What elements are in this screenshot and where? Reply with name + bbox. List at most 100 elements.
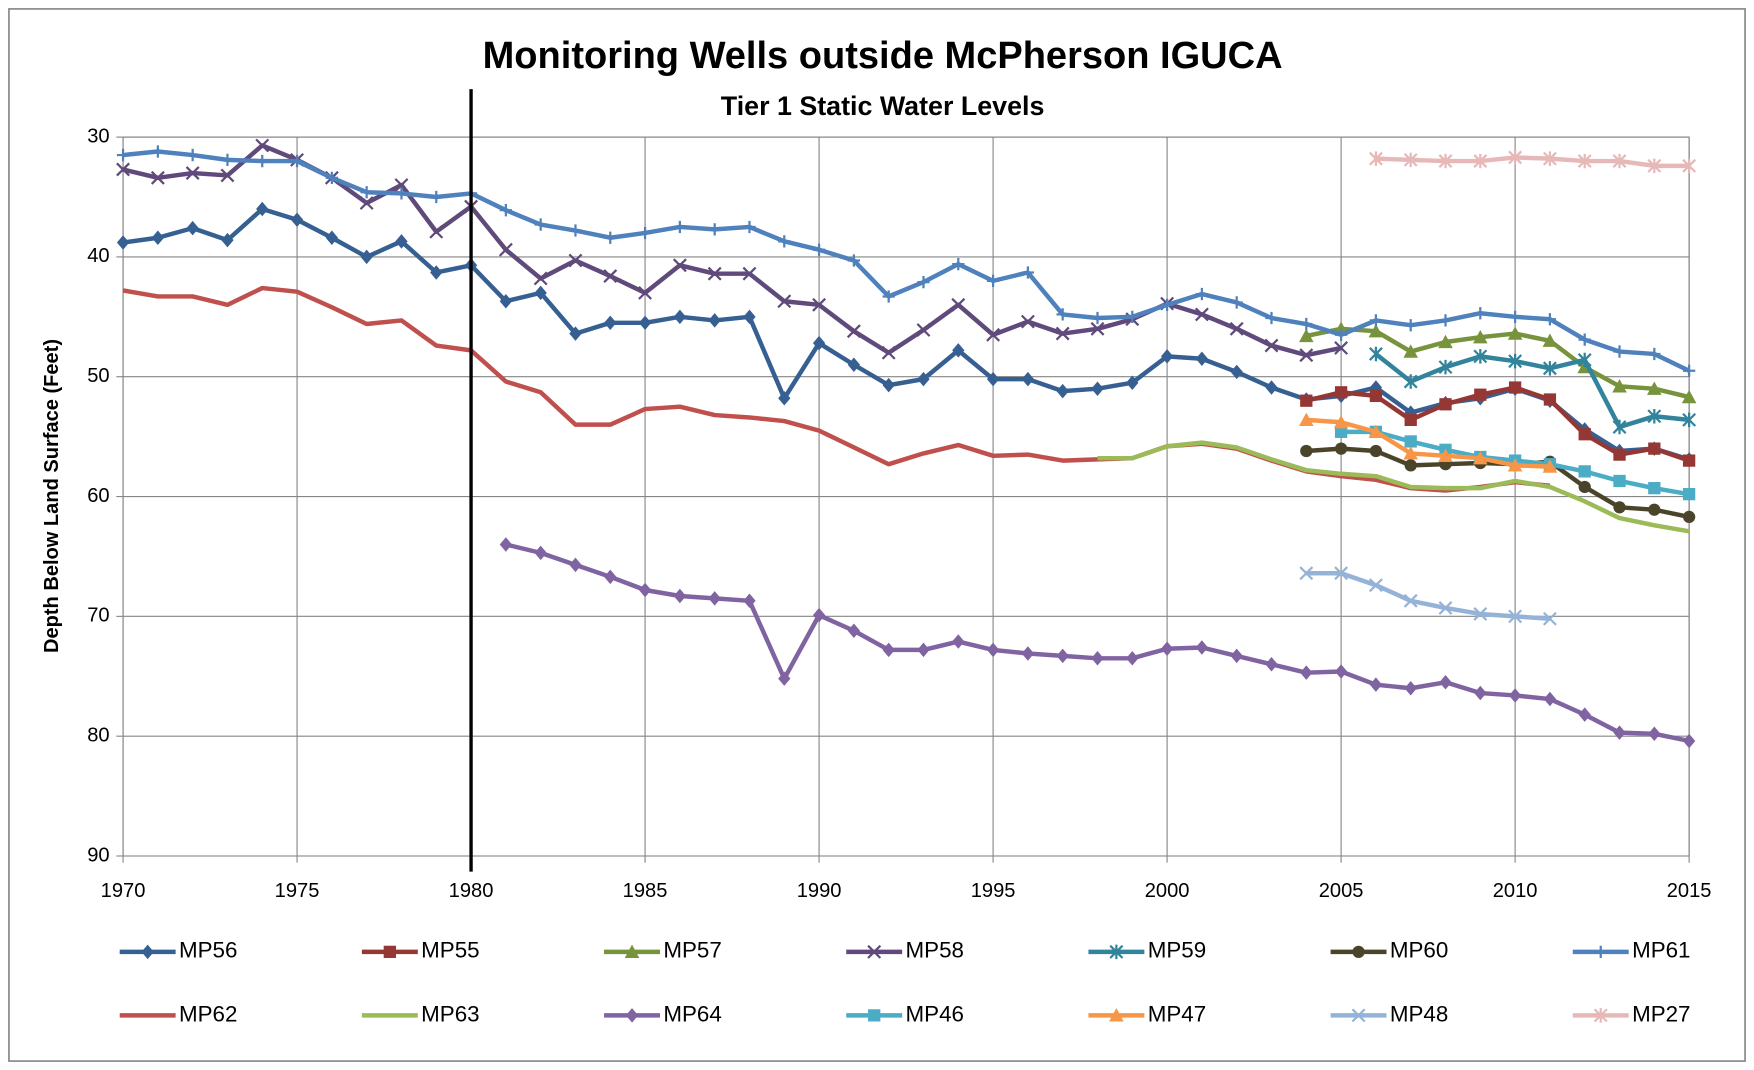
data-point [1439, 675, 1452, 690]
data-point [1020, 314, 1035, 329]
data-point [1404, 435, 1417, 448]
series-line [1305, 326, 1690, 400]
data-point [1334, 425, 1348, 438]
data-point [1648, 726, 1661, 742]
legend-marker [624, 944, 640, 958]
data-point [1613, 345, 1626, 358]
data-point [1230, 296, 1243, 309]
y-tick-label: 60 [87, 485, 109, 507]
data-point [186, 148, 199, 162]
y-tick-label: 70 [87, 605, 109, 627]
data-point [1300, 444, 1313, 458]
data-point [1682, 510, 1696, 524]
data-point [638, 582, 652, 598]
data-point [1056, 308, 1069, 321]
data-point [1403, 152, 1418, 168]
data-point [1299, 328, 1314, 343]
data-point [255, 138, 270, 153]
data-point [1612, 379, 1627, 393]
data-point [1368, 151, 1383, 166]
legend-item: MP27 [1572, 1001, 1691, 1026]
data-point [743, 593, 756, 609]
data-point [1299, 566, 1314, 581]
data-point [1265, 380, 1278, 395]
data-point [778, 391, 791, 406]
data-point [1438, 359, 1453, 375]
data-point [533, 271, 548, 286]
legend-label: MP62 [179, 1001, 237, 1026]
data-point [1578, 480, 1591, 494]
data-point [847, 357, 861, 372]
legend-label: MP63 [421, 1001, 479, 1026]
data-point [1612, 419, 1627, 435]
data-point [1473, 607, 1488, 621]
data-point [1264, 338, 1279, 353]
data-point [1473, 329, 1488, 344]
data-point [1508, 310, 1522, 323]
data-point [1368, 578, 1383, 593]
data-point [951, 297, 966, 312]
data-point [1368, 424, 1384, 438]
data-point [952, 257, 965, 271]
y-tick-label: 90 [87, 844, 109, 866]
data-point [917, 275, 930, 289]
data-point [1403, 374, 1418, 389]
legend-label: MP48 [1390, 1001, 1448, 1026]
data-point [986, 274, 1000, 288]
data-point [1195, 351, 1209, 367]
y-axis-label: Depth Below Land Surface (Feet) [41, 339, 63, 653]
data-point [116, 148, 130, 162]
legend-marker [625, 1008, 639, 1023]
legend-marker [1593, 1008, 1608, 1023]
data-point [359, 196, 374, 210]
data-point [1542, 333, 1558, 347]
data-point [708, 313, 721, 328]
data-point [1507, 326, 1523, 340]
data-point [290, 212, 304, 228]
data-point [1194, 307, 1209, 322]
data-point [1542, 151, 1557, 166]
data-point [1612, 153, 1627, 169]
x-tick-label: 1985 [623, 880, 668, 902]
data-point [673, 220, 687, 234]
data-point [1647, 381, 1662, 395]
data-point [1265, 657, 1278, 672]
series-line [1097, 440, 1690, 534]
data-point [986, 327, 1001, 342]
chart-subtitle: Tier 1 Static Water Levels [721, 91, 1045, 121]
data-point [673, 309, 687, 325]
data-point [569, 326, 582, 341]
data-point [1543, 393, 1557, 406]
x-tick-label: 1970 [101, 880, 146, 902]
data-point [429, 224, 444, 239]
series-line [1306, 571, 1551, 621]
legend-item: MP48 [1330, 1001, 1448, 1026]
data-point [743, 220, 756, 234]
data-point [742, 266, 757, 281]
data-point [708, 223, 721, 236]
data-point [638, 315, 652, 331]
y-tick-label: 30 [87, 125, 109, 147]
data-point [1613, 474, 1626, 488]
legend-marker [1351, 1008, 1366, 1023]
data-point [151, 145, 165, 158]
legend-label: MP59 [1148, 938, 1206, 963]
data-point [1334, 664, 1348, 679]
data-point [395, 234, 408, 249]
data-point [1438, 334, 1453, 349]
data-point [778, 235, 791, 248]
data-point [1334, 341, 1349, 355]
data-point [1648, 442, 1661, 455]
data-point [1613, 725, 1626, 740]
data-point [1578, 465, 1591, 478]
legend-label: MP47 [1148, 1001, 1206, 1026]
data-point [534, 285, 547, 301]
data-point [1369, 389, 1383, 403]
data-point [882, 377, 895, 393]
series [1299, 412, 1558, 473]
data-point [1265, 311, 1278, 325]
data-point [221, 153, 234, 166]
series [1368, 150, 1697, 174]
